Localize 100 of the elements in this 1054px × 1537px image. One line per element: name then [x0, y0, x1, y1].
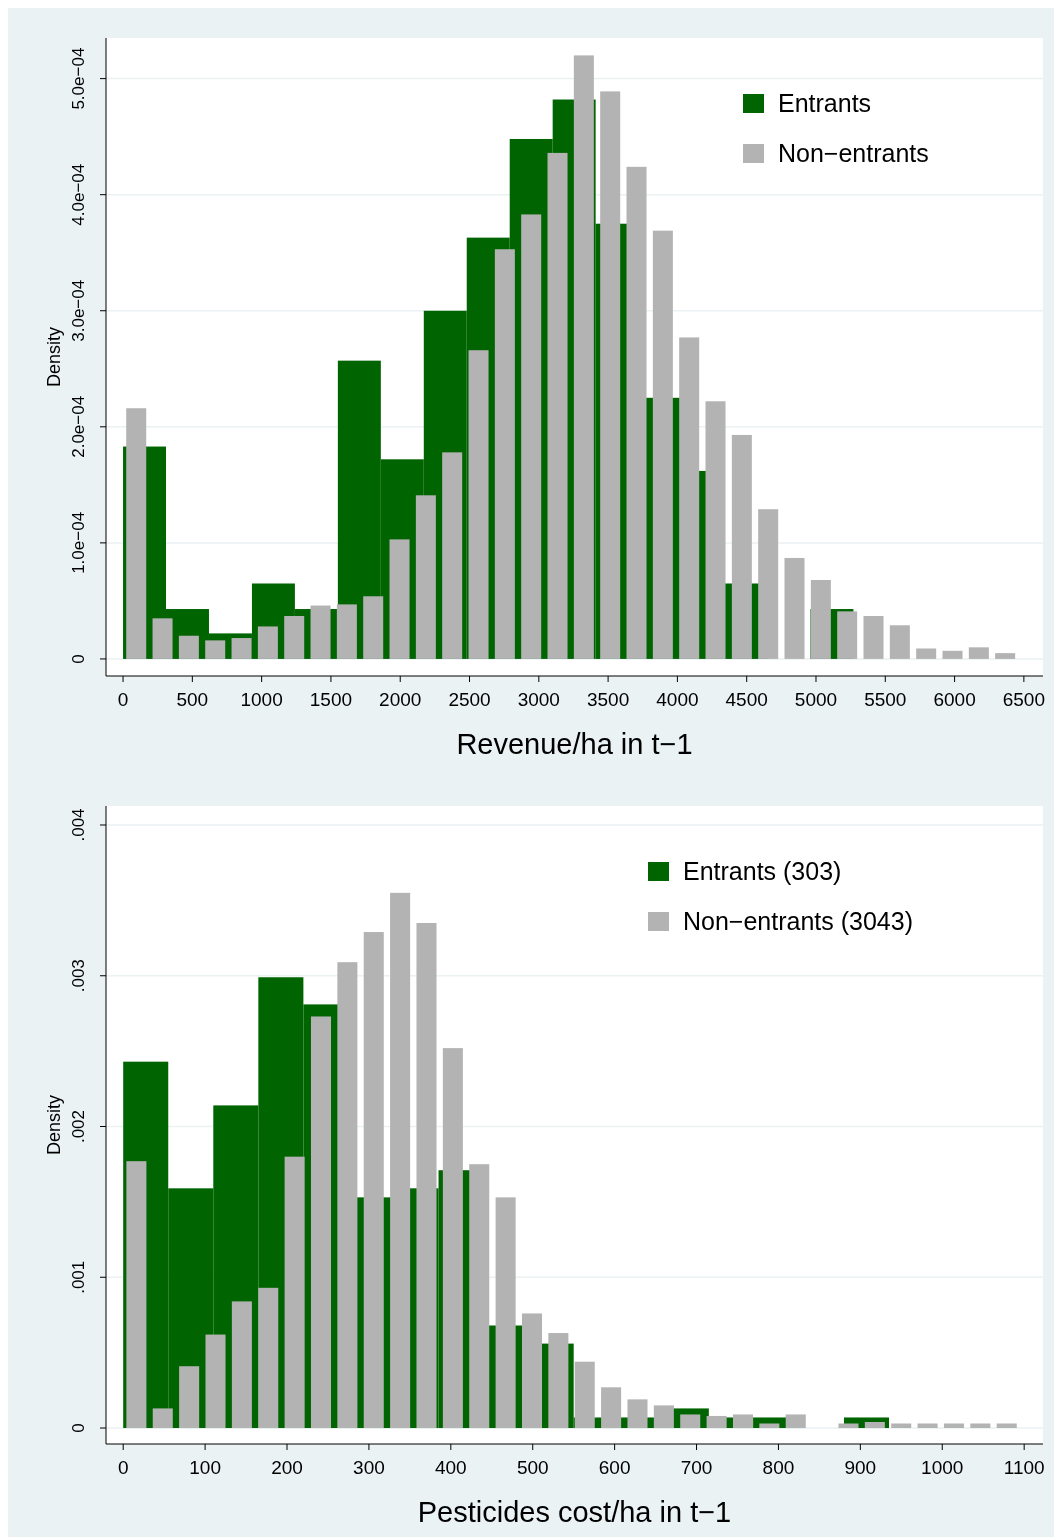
bar: [257, 626, 278, 659]
x-tick-label: 1000: [921, 1457, 964, 1478]
bar: [126, 408, 147, 659]
legend-label: Non−entrants: [778, 139, 929, 167]
bar: [258, 1287, 279, 1429]
bar: [943, 1423, 964, 1429]
x-tick-label: 1500: [309, 689, 353, 710]
bar: [468, 350, 489, 659]
x-tick-label: 3000: [517, 689, 560, 710]
bar: [442, 452, 463, 659]
bar: [389, 539, 410, 659]
x-tick-label: 900: [844, 1457, 877, 1478]
bar: [416, 922, 437, 1429]
y-tick-label: .004: [69, 808, 88, 842]
x-tick-label: 0: [117, 1457, 129, 1478]
bar: [363, 932, 384, 1429]
bar: [863, 616, 884, 659]
bar: [627, 1399, 648, 1429]
bar: [573, 55, 594, 659]
bar: [837, 611, 858, 659]
bar: [548, 1333, 569, 1429]
bar: [810, 580, 831, 659]
x-tick-label: 200: [271, 1457, 303, 1478]
bar: [653, 1405, 674, 1429]
x-tick-label: 6000: [933, 689, 976, 710]
x-tick-label: 1000: [240, 689, 283, 710]
x-tick-label: 3500: [586, 689, 630, 710]
y-tick-label: .001: [69, 1260, 88, 1294]
x-tick-label: 700: [680, 1457, 713, 1478]
x-tick-label: 400: [434, 1457, 467, 1478]
y-tick-label: 0: [69, 654, 88, 664]
x-tick-label: 500: [176, 689, 209, 710]
legend-label: Entrants: [778, 89, 872, 117]
x-tick-label: 5000: [794, 689, 838, 710]
bar: [785, 1414, 806, 1429]
bar: [942, 650, 963, 659]
x-axis-title: Revenue/ha in t−1: [456, 728, 693, 760]
y-axis-title: Density: [44, 326, 64, 388]
bar: [547, 152, 568, 659]
bar: [521, 214, 542, 659]
bar: [864, 1421, 885, 1429]
bar: [494, 249, 515, 659]
bar: [284, 616, 305, 659]
bar: [205, 1334, 226, 1429]
bar: [706, 1415, 727, 1429]
bar: [521, 1313, 543, 1429]
x-tick-label: 500: [516, 1457, 549, 1478]
x-tick-label: 4000: [656, 689, 699, 710]
bar: [336, 604, 357, 659]
bar: [390, 892, 411, 1429]
bar: [574, 1361, 595, 1429]
bar: [179, 1366, 200, 1429]
bar: [442, 1048, 463, 1429]
bar: [679, 337, 700, 659]
x-tick-label: 600: [598, 1457, 631, 1478]
y-tick-label: .002: [69, 1109, 88, 1144]
x-tick-label: 2000: [379, 689, 422, 710]
bar: [758, 509, 779, 659]
x-tick-label: 0: [117, 689, 129, 710]
y-tick-label: .003: [69, 959, 88, 993]
bar: [652, 230, 673, 659]
bar: [916, 648, 937, 659]
bar: [152, 1408, 173, 1429]
y-axis-title: Density: [44, 1094, 64, 1156]
y-tick-label: 2.0e−04: [69, 395, 88, 458]
bar: [310, 1016, 332, 1429]
bar: [600, 91, 621, 659]
bar: [996, 1423, 1017, 1429]
bar: [469, 1164, 490, 1429]
bar: [784, 557, 805, 659]
bar: [995, 653, 1016, 659]
bar: [626, 166, 647, 659]
x-tick-label: 100: [189, 1457, 221, 1478]
y-tick-label: 4.0e−04: [69, 163, 88, 226]
x-axis-title: Pesticides cost/ha in t−1: [417, 1496, 732, 1528]
bar: [838, 1423, 859, 1429]
bar: [205, 640, 226, 659]
y-tick-label: 0: [69, 1423, 88, 1433]
y-tick-label: 1.0e−04: [69, 511, 88, 574]
bar: [970, 1423, 991, 1429]
legend-label: Entrants (303): [683, 857, 842, 885]
bar: [310, 605, 331, 659]
bar: [601, 1387, 622, 1429]
bar: [889, 625, 910, 659]
bar: [705, 401, 726, 659]
bar: [968, 647, 989, 659]
x-tick-label: 300: [353, 1457, 385, 1478]
legend-label: Non−entrants (3043): [683, 907, 914, 935]
bar: [680, 1414, 701, 1429]
bar: [337, 962, 358, 1429]
bar: [732, 1414, 753, 1429]
bar: [363, 596, 384, 659]
y-tick-label: 5.0e−04: [69, 47, 88, 110]
bar: [415, 495, 436, 659]
bar: [178, 635, 199, 659]
bar: [731, 434, 752, 659]
x-tick-label: 6500: [1002, 689, 1046, 710]
bar: [891, 1423, 912, 1429]
bar: [917, 1423, 938, 1429]
x-tick-label: 4500: [725, 689, 768, 710]
